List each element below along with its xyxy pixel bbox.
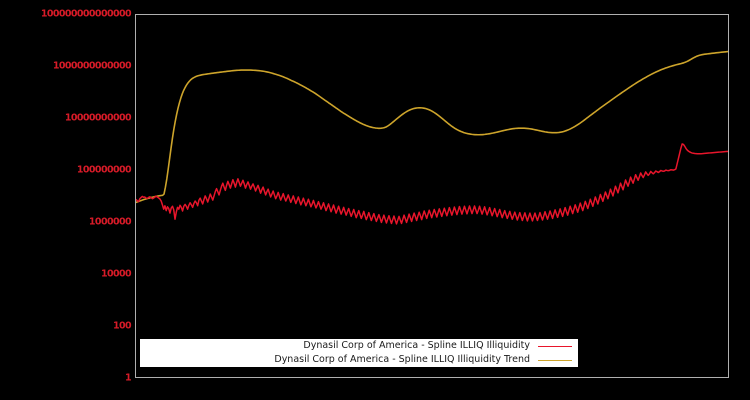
y-axis-tick-label: 1000000 (88, 216, 132, 228)
legend-label-trend: Dynasil Corp of America - Spline ILLIQ I… (274, 354, 530, 365)
chart-legend: Dynasil Corp of America - Spline ILLIQ I… (140, 339, 578, 367)
legend-entry-trend: Dynasil Corp of America - Spline ILLIQ I… (140, 353, 578, 367)
legend-swatch-illiquidity (538, 345, 572, 347)
plot-svg (136, 50, 728, 225)
y-axis-tick-label: 1000000000000 (52, 60, 132, 72)
y-axis-tick-label: 1 (124, 372, 132, 384)
y-axis-tick-label: 100 (112, 320, 132, 332)
series-line-trend (136, 50, 728, 204)
y-axis-tick-label: 100000000000000 (40, 8, 132, 20)
legend-swatch-trend (538, 359, 572, 361)
y-axis-tick-label: 10000 (100, 268, 132, 280)
y-axis-tick-label: 10000000000 (64, 112, 132, 124)
legend-label-illiquidity: Dynasil Corp of America - Spline ILLIQ I… (303, 340, 530, 351)
y-axis-tick-label: 100000000 (76, 164, 132, 176)
plot-area (135, 14, 729, 378)
series-line-illiquidity (136, 143, 728, 225)
legend-entry-illiquidity: Dynasil Corp of America - Spline ILLIQ I… (140, 339, 578, 353)
y-axis-tick-labels: 100000000000000 1000000000000 10000000000 1… (0, 0, 132, 400)
